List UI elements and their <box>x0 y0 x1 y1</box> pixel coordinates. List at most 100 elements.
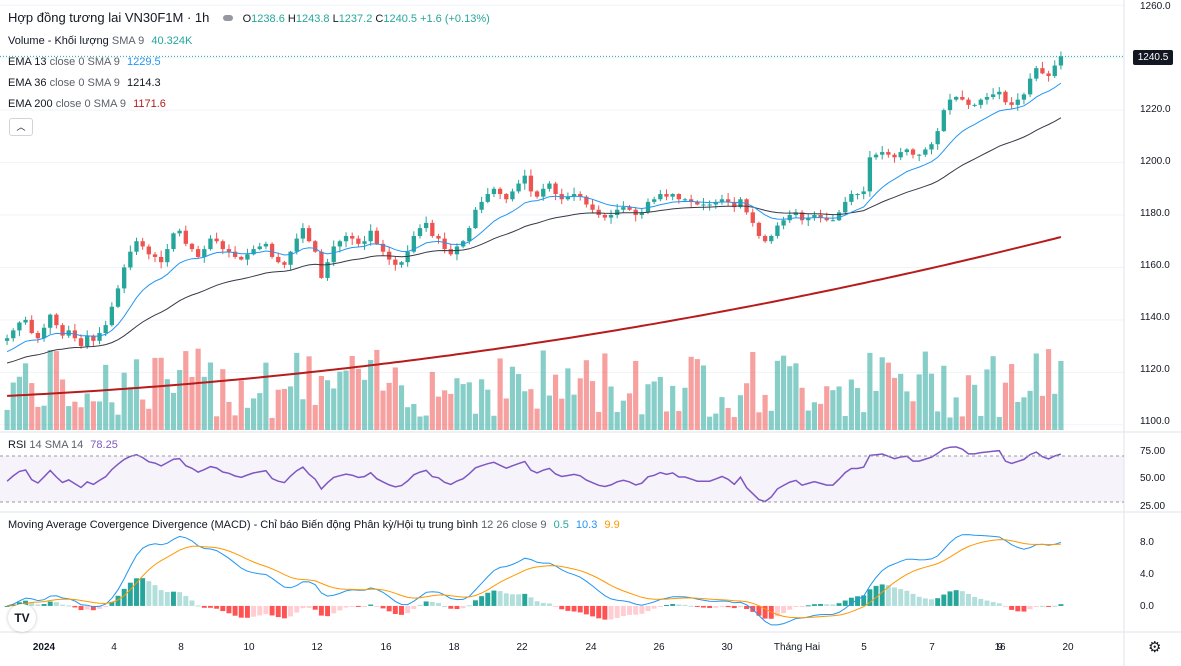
candle-body <box>257 246 262 250</box>
candle-body <box>762 235 768 242</box>
volume-bar <box>263 362 269 430</box>
candle-body <box>615 209 620 215</box>
indicator-params: close 0 SMA 9 <box>49 56 120 68</box>
candle-body <box>960 97 965 100</box>
rsi-legend[interactable]: RSI 14 SMA 14 78.25 <box>8 438 118 452</box>
volume-bar <box>269 417 275 430</box>
volume-bar <box>645 384 651 430</box>
macd-histogram-bar <box>516 594 522 606</box>
volume-bar <box>811 402 817 430</box>
volume-bar <box>842 415 848 430</box>
macd-histogram-bar <box>799 605 805 607</box>
macd-histogram-bar <box>109 601 115 606</box>
candle-body <box>17 322 22 331</box>
tradingview-logo[interactable]: TV <box>8 604 36 632</box>
volume-bar <box>281 388 287 430</box>
macd-histogram-bar <box>590 605 596 617</box>
macd-tick: 8.0 <box>1140 537 1154 548</box>
ohlc-high: 1243.8 <box>295 13 330 25</box>
macd-histogram-bar <box>72 605 78 608</box>
volume-bar <box>867 352 873 430</box>
chart-title[interactable]: Hợp đồng tương lai VN30F1M · 1h <box>8 10 210 25</box>
volume-bar <box>306 356 312 430</box>
rsi-tick: 75.00 <box>1140 446 1166 457</box>
volume-bar <box>639 414 645 430</box>
macd-histogram-bar <box>830 604 836 606</box>
volume-bar <box>620 400 626 430</box>
candle-body <box>787 215 792 221</box>
candle-body <box>183 230 188 244</box>
candle-body <box>682 199 688 201</box>
volume-bar <box>719 397 725 430</box>
macd-histogram-bar <box>571 605 577 612</box>
collapse-legend-button[interactable]: ︿ <box>9 118 33 136</box>
macd-tick: 4.0 <box>1140 569 1154 580</box>
candle-body <box>313 241 318 252</box>
macd-histogram-bar <box>207 605 213 608</box>
candle-body <box>578 194 583 197</box>
candle-body <box>4 338 10 341</box>
volume-bar <box>53 351 59 430</box>
macd-histogram-bar <box>66 605 72 607</box>
macd-name: Moving Average Covergence Divergence (MA… <box>8 519 478 531</box>
volume-bar <box>275 389 281 430</box>
volume-bar <box>1052 393 1058 430</box>
indicator-ema36-legend[interactable]: EMA 36 close 0 SMA 9 1214.3 <box>8 76 161 90</box>
candle-body <box>990 94 996 98</box>
volume-bar <box>257 393 263 430</box>
indicator-ema200-legend[interactable]: EMA 200 close 0 SMA 9 1171.6 <box>8 97 166 111</box>
macd-histogram-bar <box>762 605 768 619</box>
indicator-volume-legend[interactable]: Volume - Khối lượng SMA 9 40.324K <box>8 34 192 48</box>
volume-bar <box>947 417 953 430</box>
ohlc-open-key: O <box>242 13 252 25</box>
volume-bar <box>990 356 996 430</box>
candle-body <box>350 235 355 239</box>
macd-histogram-bar <box>707 605 713 609</box>
indicator-name: EMA 13 <box>8 56 47 68</box>
volume-bar <box>133 359 140 430</box>
volume-bar <box>220 369 226 430</box>
candle-body <box>725 199 731 202</box>
volume-bar <box>608 386 614 430</box>
candle-body <box>1058 56 1064 66</box>
macd-legend[interactable]: Moving Average Covergence Divergence (MA… <box>8 518 620 532</box>
price-tick: 1180.0 <box>1140 208 1170 219</box>
eye-icon[interactable] <box>222 15 233 22</box>
volume-bar <box>460 384 466 430</box>
candle-body <box>337 241 343 247</box>
candle-body <box>331 246 336 263</box>
ohlc-close-key: C <box>375 13 384 25</box>
gear-icon[interactable]: ⚙ <box>1148 639 1162 656</box>
candle-body <box>732 201 737 208</box>
volume-bar <box>140 399 146 430</box>
volume-bar <box>787 366 793 430</box>
candle-body <box>904 149 910 153</box>
macd-histogram-bar <box>220 605 226 612</box>
volume-bar <box>898 373 904 430</box>
macd-histogram-bar <box>244 605 250 618</box>
macd-histogram-bar <box>848 597 854 606</box>
volume-bar <box>238 380 244 430</box>
volume-bar <box>442 390 448 430</box>
rsi-line <box>6 446 1062 503</box>
candle-body <box>1046 73 1051 77</box>
volume-bar <box>349 355 355 430</box>
candle-body <box>85 335 90 347</box>
macd-histogram-bar <box>454 605 460 610</box>
price-tick: 1260.0 <box>1140 1 1171 12</box>
volume-bar <box>1015 401 1021 430</box>
candle-body <box>602 215 608 218</box>
volume-bars <box>4 348 1064 430</box>
indicator-ema13-legend[interactable]: EMA 13 close 0 SMA 9 1229.5 <box>8 55 161 69</box>
macd-histogram-bar <box>134 578 139 606</box>
macd-histogram-bar <box>959 591 965 606</box>
candle-body <box>128 251 133 268</box>
volume-bar <box>35 406 41 430</box>
macd-histogram-bar <box>873 585 879 606</box>
ohlc-high-key: H <box>287 13 296 25</box>
candle-body <box>343 235 349 242</box>
candle-body <box>571 194 577 197</box>
candle-body <box>41 327 47 339</box>
macd-histogram-bar <box>966 594 971 606</box>
